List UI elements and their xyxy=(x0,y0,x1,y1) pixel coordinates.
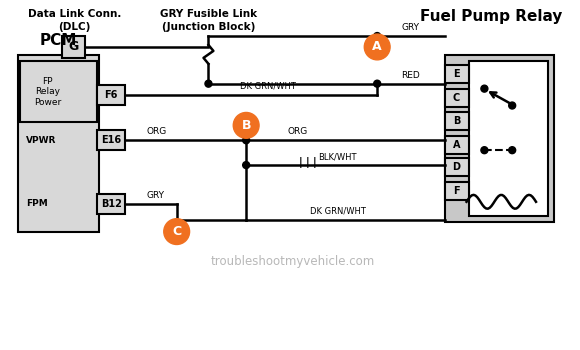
Circle shape xyxy=(481,147,488,154)
Bar xyxy=(445,55,554,222)
Circle shape xyxy=(481,85,488,92)
Text: VPWR: VPWR xyxy=(26,136,56,145)
Text: Fuel Pump Relay: Fuel Pump Relay xyxy=(420,9,563,24)
Text: | | |: | | | xyxy=(299,156,317,168)
Circle shape xyxy=(242,162,249,169)
Bar xyxy=(61,36,85,58)
Bar xyxy=(469,61,548,216)
Text: E16: E16 xyxy=(101,135,121,145)
Text: ORG: ORG xyxy=(147,127,167,136)
Text: C: C xyxy=(172,225,181,238)
Text: G: G xyxy=(68,41,78,54)
Bar xyxy=(445,89,469,106)
Bar xyxy=(97,85,125,105)
Bar xyxy=(18,55,99,232)
Circle shape xyxy=(374,33,380,40)
Text: B12: B12 xyxy=(101,199,122,209)
Bar xyxy=(445,136,469,154)
Text: troubleshootmyvehicle.com: troubleshootmyvehicle.com xyxy=(211,255,375,268)
Text: E: E xyxy=(454,69,460,79)
Bar xyxy=(445,158,469,176)
Bar xyxy=(445,182,469,200)
Bar xyxy=(445,65,469,83)
Text: FP
Relay
Power: FP Relay Power xyxy=(34,77,61,106)
Text: DK GRN/WHT: DK GRN/WHT xyxy=(310,207,365,216)
Text: D: D xyxy=(452,162,461,172)
Text: B: B xyxy=(453,117,461,126)
Text: C: C xyxy=(453,93,460,103)
Text: B: B xyxy=(241,119,251,132)
Bar xyxy=(97,130,125,150)
Text: F6: F6 xyxy=(104,90,118,100)
Text: A: A xyxy=(453,140,461,150)
Circle shape xyxy=(374,80,380,87)
Circle shape xyxy=(205,80,212,87)
Text: FPM: FPM xyxy=(26,199,48,208)
Text: Data Link Conn.
(DLC): Data Link Conn. (DLC) xyxy=(28,9,121,32)
Text: DK GRN/WHT: DK GRN/WHT xyxy=(240,82,296,91)
Text: GRY: GRY xyxy=(147,191,165,200)
Bar xyxy=(445,112,469,130)
Circle shape xyxy=(509,147,516,154)
Circle shape xyxy=(233,112,259,138)
Text: F: F xyxy=(454,186,460,196)
Circle shape xyxy=(364,34,390,60)
Text: ORG: ORG xyxy=(288,127,308,136)
Circle shape xyxy=(242,137,249,144)
Text: GRY Fusible Link
(Junction Block): GRY Fusible Link (Junction Block) xyxy=(160,9,257,32)
Text: GRY: GRY xyxy=(402,23,420,32)
Bar xyxy=(20,61,97,122)
Circle shape xyxy=(509,102,516,109)
Bar xyxy=(97,194,125,214)
Text: A: A xyxy=(372,41,382,54)
Text: BLK/WHT: BLK/WHT xyxy=(318,152,357,161)
Text: RED: RED xyxy=(401,71,420,80)
Circle shape xyxy=(164,219,190,245)
Text: PCM: PCM xyxy=(40,34,77,49)
